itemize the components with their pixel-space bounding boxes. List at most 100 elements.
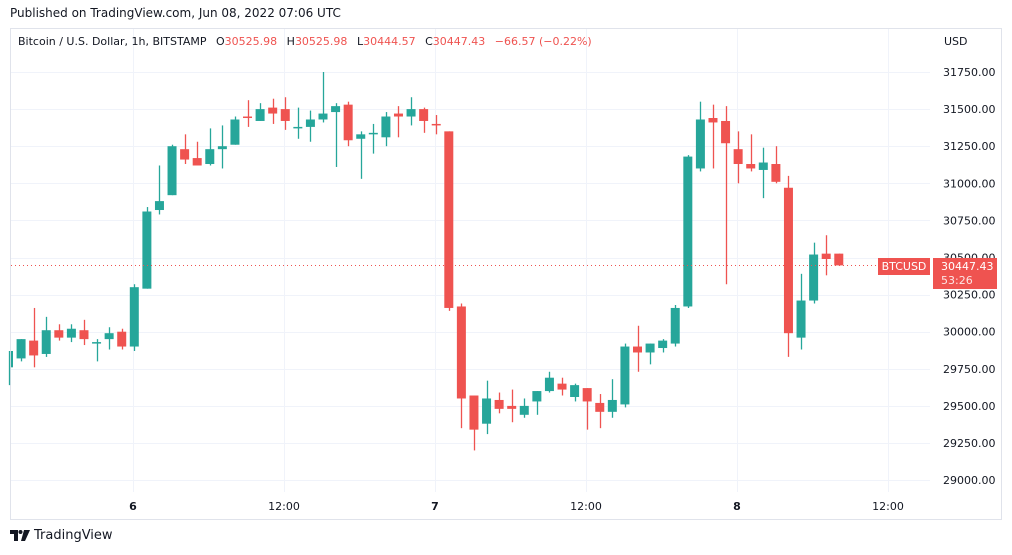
- candle: [79, 330, 89, 340]
- symbol-badge: BTCUSD: [878, 258, 930, 275]
- candle: [419, 109, 429, 121]
- footer-brand[interactable]: TradingView: [10, 528, 113, 543]
- candle: [683, 156, 693, 307]
- open-value: 30525.98: [224, 35, 278, 48]
- candle: [305, 119, 315, 127]
- price-tick: 31500.00: [943, 103, 996, 116]
- candle: [670, 307, 680, 344]
- candle: [381, 116, 391, 138]
- high-value: 30525.98: [294, 35, 348, 48]
- candle: [721, 120, 731, 144]
- candle: [821, 253, 831, 259]
- candles: [8, 72, 844, 451]
- low-label: L: [356, 35, 364, 48]
- symbol-title: Bitcoin / U.S. Dollar, 1h, BITSTAMP: [18, 35, 207, 48]
- candle: [217, 146, 227, 150]
- candle: [192, 158, 202, 166]
- time-axis: 6 12:00 7 12:00 8 12:00: [129, 500, 904, 513]
- candle: [293, 126, 303, 129]
- candle: [393, 113, 403, 117]
- time-tick: 7: [431, 500, 439, 513]
- candle: [268, 107, 278, 114]
- candle: [482, 398, 492, 424]
- candle: [431, 123, 441, 126]
- price-tick: 30750.00: [943, 214, 996, 227]
- candle: [620, 346, 630, 405]
- candle: [180, 149, 190, 160]
- candle: [66, 328, 76, 338]
- candle: [494, 399, 504, 409]
- chart-legend: Bitcoin / U.S. Dollar, 1h, BITSTAMP O305…: [18, 35, 592, 48]
- candle: [255, 109, 265, 121]
- price-axis: 31750.00 31500.00 31250.00 31000.00 30750.00…: [943, 66, 996, 487]
- time-tick: 12:00: [570, 500, 602, 513]
- candle: [796, 300, 806, 338]
- candle: [733, 149, 743, 165]
- price-tick: 31250.00: [943, 140, 996, 153]
- candle: [343, 104, 353, 141]
- candle: [557, 383, 567, 390]
- candle: [695, 119, 705, 169]
- candle: [507, 405, 517, 409]
- close-value: 30447.43: [432, 35, 486, 48]
- candle: [331, 106, 341, 113]
- candle: [154, 201, 164, 211]
- price-tick: 30250.00: [943, 289, 996, 302]
- candle: [570, 385, 580, 397]
- candle: [129, 287, 139, 347]
- time-tick: 12:00: [872, 500, 904, 513]
- candle: [746, 164, 756, 169]
- candle: [243, 116, 253, 119]
- candle: [406, 109, 416, 117]
- candle: [582, 388, 592, 402]
- brand-name: TradingView: [34, 528, 113, 543]
- time-tick: 8: [733, 500, 741, 513]
- candle: [444, 131, 454, 308]
- bar-countdown: 53:26: [941, 274, 973, 287]
- candle: [92, 342, 102, 344]
- candle: [205, 149, 215, 165]
- price-tick: 31000.00: [943, 177, 996, 190]
- candle: [607, 399, 617, 412]
- candle: [708, 118, 718, 123]
- price-tick: 29000.00: [943, 474, 996, 487]
- open-label: O: [215, 35, 225, 48]
- candle: [532, 391, 542, 402]
- candle: [758, 162, 768, 170]
- candle: [658, 340, 668, 349]
- candle: [117, 331, 127, 347]
- price-tick: 29750.00: [943, 363, 996, 376]
- currency-label: USD: [944, 35, 968, 48]
- tradingview-logo-icon: [10, 530, 30, 541]
- close-label: C: [425, 35, 433, 48]
- candle: [456, 306, 466, 399]
- candle: [356, 134, 366, 139]
- candle: [280, 109, 290, 121]
- candle: [771, 164, 781, 182]
- candle: [544, 377, 554, 392]
- price-tick: 31750.00: [943, 66, 996, 79]
- candle: [230, 119, 240, 145]
- candle: [16, 339, 26, 359]
- candle: [104, 333, 114, 340]
- published-caption: Published on TradingView.com, Jun 08, 20…: [10, 6, 341, 20]
- candle: [783, 187, 793, 334]
- candle: [318, 113, 328, 120]
- candle: [29, 340, 39, 356]
- last-price-badge: 30447.43 53:26: [933, 258, 997, 289]
- candle: [519, 405, 529, 415]
- time-tick: 6: [129, 500, 137, 513]
- chart-frame: [10, 28, 1002, 520]
- candle: [41, 330, 51, 354]
- price-tick: 29250.00: [943, 437, 996, 450]
- candle: [368, 132, 378, 135]
- candle: [809, 254, 819, 301]
- price-tick: 29500.00: [943, 400, 996, 413]
- candle: [167, 146, 177, 196]
- candle: [469, 395, 479, 430]
- price-tick: 30000.00: [943, 326, 996, 339]
- last-price-value: 30447.43: [941, 260, 994, 273]
- candle: [595, 402, 605, 412]
- candle: [834, 253, 844, 266]
